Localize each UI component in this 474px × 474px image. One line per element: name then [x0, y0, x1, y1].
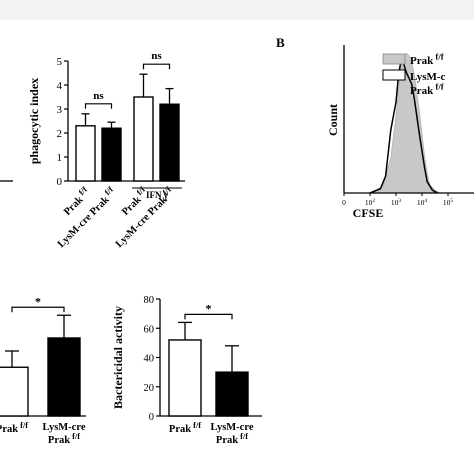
y-tick-label: 2	[57, 128, 63, 140]
bar	[0, 366, 29, 417]
x-axis-label: CFSE	[353, 206, 384, 220]
significance-label: ns	[151, 50, 162, 62]
bar	[75, 125, 96, 182]
significance-label: *	[35, 294, 41, 308]
significance-label: *	[206, 301, 212, 315]
x-tick-label: 105	[443, 198, 454, 207]
legend-label: LysM-c	[410, 71, 446, 83]
y-tick-label: 80	[144, 295, 155, 306]
y-tick-label: 0	[57, 176, 63, 188]
x-tick-label: Prak f/f	[0, 421, 28, 435]
y-tick-label: 0	[149, 412, 154, 423]
histogram-series-outline	[369, 57, 438, 194]
x-tick-label: LysM-cre	[211, 422, 254, 433]
panel-label-b: B	[276, 35, 285, 50]
bar	[47, 337, 81, 417]
legend-swatch	[382, 53, 406, 65]
y-tick-label: 40	[144, 354, 155, 365]
significance-bracket	[11, 306, 65, 313]
y-axis-label: phagocytic index	[27, 78, 41, 164]
y-tick-label: 60	[144, 324, 155, 335]
legend-swatch	[382, 69, 406, 81]
bar	[215, 371, 249, 417]
top-band	[0, 0, 474, 20]
y-tick-label: 5	[57, 56, 63, 68]
y-axis-label: Bactericidal activity	[111, 306, 125, 409]
significance-bracket	[142, 63, 171, 70]
y-tick-label: 1	[57, 152, 63, 164]
y-tick-label: 3	[57, 104, 63, 116]
significance-bracket	[84, 103, 113, 109]
x-tick-label: 104	[417, 198, 428, 207]
x-tick-label: 0	[342, 198, 346, 207]
y-tick-label: 20	[144, 383, 155, 394]
significance-bracket	[184, 313, 233, 320]
group-label: IFN γ	[146, 190, 169, 200]
y-axis-label: Count	[326, 104, 340, 136]
x-tick-label: Prak f/f	[48, 432, 80, 446]
legend-label: Prak f/f	[410, 82, 445, 97]
bar	[133, 96, 154, 182]
bar	[168, 339, 202, 417]
bar	[101, 127, 122, 182]
x-tick-label: LysM-cre	[43, 422, 86, 433]
x-tick-label: 103	[391, 198, 402, 207]
legend-label: Prak f/f	[410, 52, 445, 67]
y-tick-label: 4	[57, 80, 63, 92]
x-tick-label: 102	[365, 198, 376, 207]
x-tick-label: LysM-cre Prak f/f	[54, 185, 119, 250]
bar	[159, 103, 180, 182]
significance-label: ns	[93, 90, 104, 102]
x-tick-label: Prak f/f	[216, 432, 248, 446]
x-tick-label: Prak f/f	[169, 421, 201, 435]
